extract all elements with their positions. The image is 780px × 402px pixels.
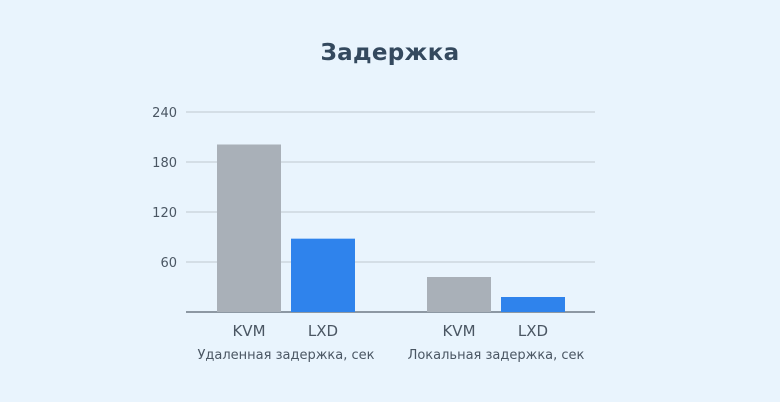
category-label-lxd-group-2: LXD: [518, 322, 548, 340]
chart-title: Задержка: [320, 40, 460, 66]
category-label-lxd-group-1: LXD: [308, 322, 338, 340]
bar-lxd-group-1: [291, 238, 355, 312]
y-tick-label-180: 180: [152, 156, 177, 171]
bar-kvm-group-1: [217, 144, 281, 312]
category-label-kvm-group-1: KVM: [232, 322, 265, 340]
group-label-1: Удаленная задержка, сек: [197, 348, 374, 363]
bar-lxd-group-2: [501, 297, 565, 312]
bar-kvm-group-2: [427, 277, 491, 312]
group-label-2: Локальная задержка, сек: [408, 348, 585, 363]
y-tick-label-120: 120: [152, 206, 177, 221]
y-tick-label-240: 240: [152, 106, 177, 121]
category-label-kvm-group-2: KVM: [442, 322, 475, 340]
y-tick-label-60: 60: [160, 256, 177, 271]
